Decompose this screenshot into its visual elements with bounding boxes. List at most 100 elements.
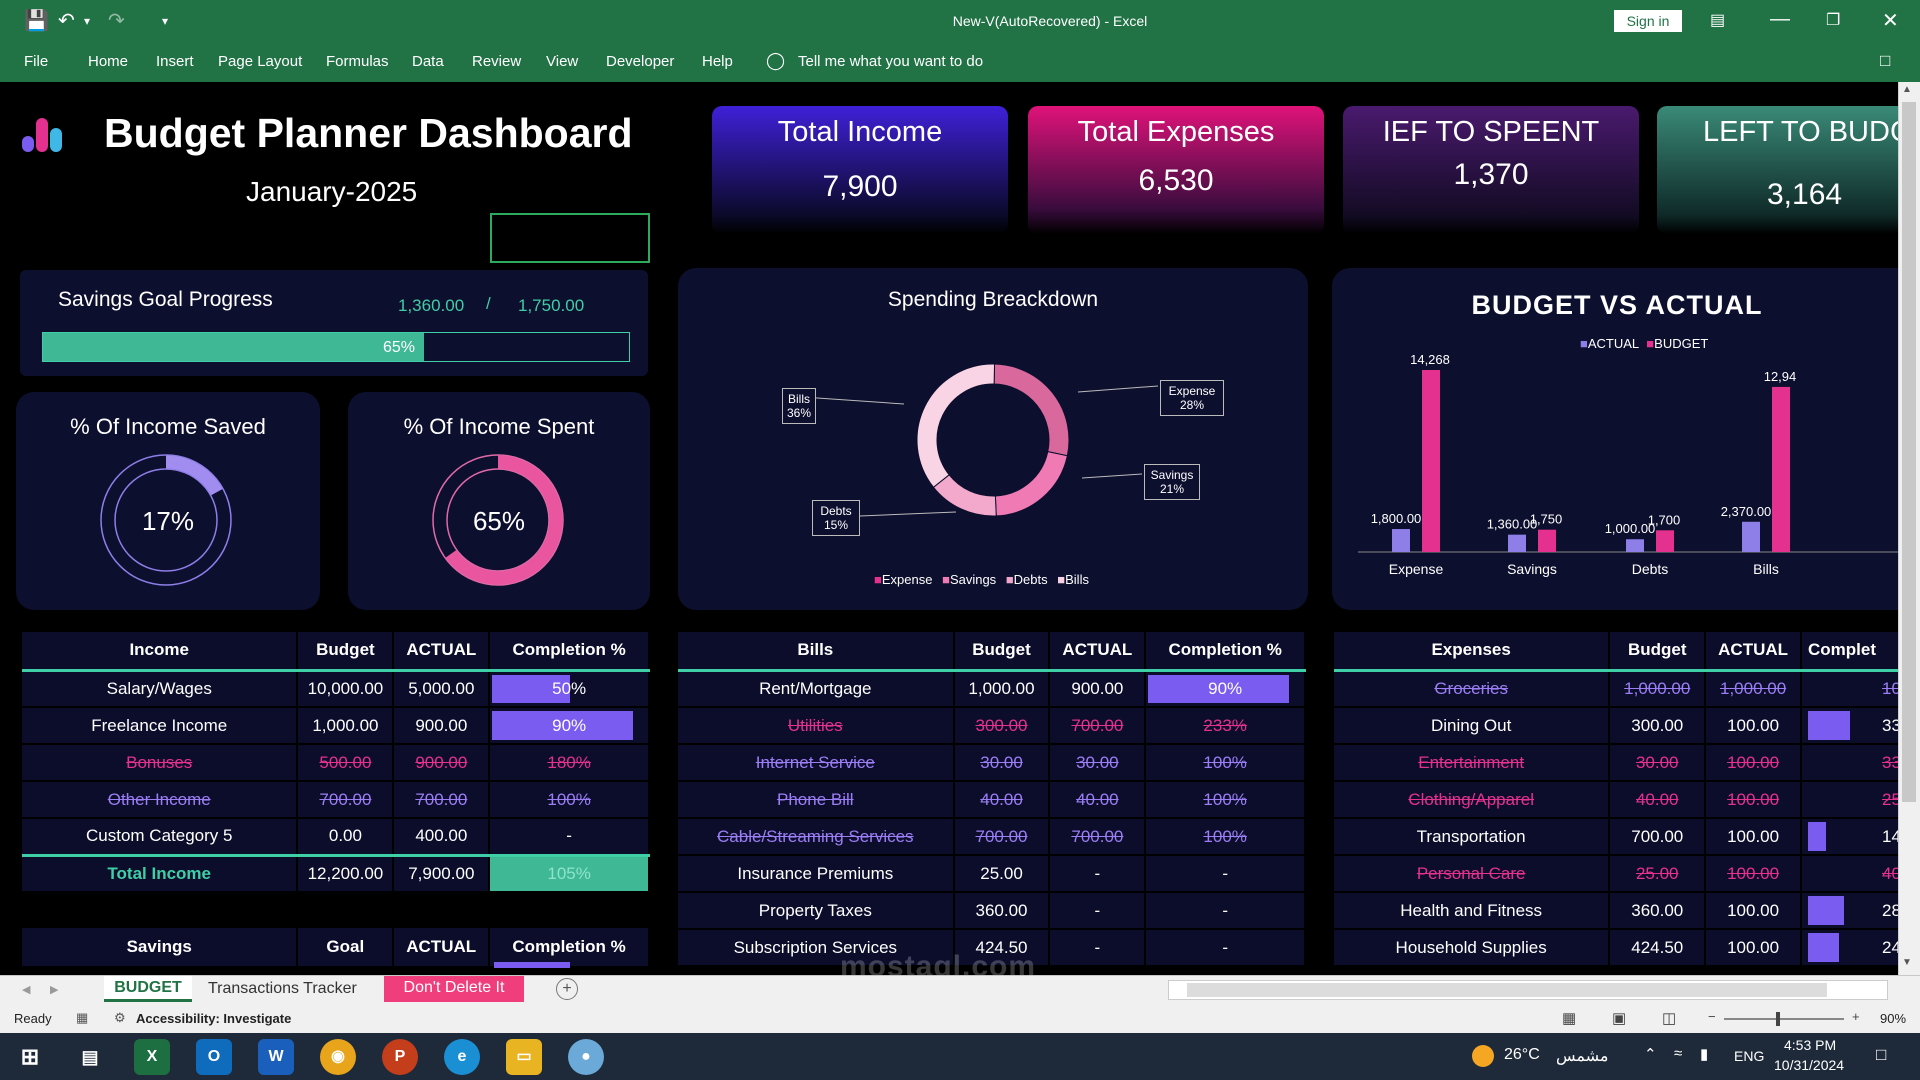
table-cell-actual[interactable]: 100.00	[1705, 781, 1803, 819]
table-cell-completion[interactable]: 50%	[489, 670, 650, 708]
table-cell-actual[interactable]: 5,000.00	[393, 670, 491, 708]
table-cell-completion[interactable]: 250%	[1801, 781, 1898, 819]
tab-formulas[interactable]: Formulas	[326, 53, 389, 70]
next-sheet-icon[interactable]: ▶	[50, 984, 59, 996]
tab-data[interactable]: Data	[412, 53, 444, 70]
task-view-icon[interactable]: ▤	[81, 1047, 99, 1067]
language-indicator[interactable]: ENG	[1734, 1048, 1765, 1064]
table-cell-completion[interactable]: -	[1145, 892, 1306, 930]
total-cell-pct[interactable]: 105%	[489, 853, 650, 893]
table-cell-actual[interactable]: 30.00	[1049, 744, 1147, 782]
table-cell-budget[interactable]: 1,000.00	[1609, 670, 1707, 708]
save-icon[interactable]: 💾	[24, 10, 49, 32]
excel-app-icon[interactable]: X	[134, 1039, 170, 1075]
table-cell-actual[interactable]: 100.00	[1705, 818, 1803, 856]
table-cell-completion[interactable]: 100	[1801, 670, 1898, 708]
table-cell-completion[interactable]: -	[1145, 855, 1306, 893]
table-cell-name[interactable]: Salary/Wages	[22, 670, 299, 708]
table-cell-budget[interactable]: 0.00	[297, 818, 395, 856]
clock-time[interactable]: 4:53 PM	[1784, 1037, 1837, 1053]
table-cell-completion[interactable]: 100%	[1145, 818, 1306, 856]
table-cell-completion[interactable]: -	[489, 818, 650, 856]
table-cell-budget[interactable]: 25.00	[1609, 855, 1707, 893]
table-cell-completion[interactable]: 28%	[1801, 892, 1898, 930]
table-cell-name[interactable]: Freelance Income	[22, 707, 299, 745]
tab-developer[interactable]: Developer	[606, 53, 675, 70]
table-cell-name[interactable]: Household Supplies	[1334, 929, 1611, 967]
table-cell-completion[interactable]: 333%	[1801, 744, 1898, 782]
table-cell-actual[interactable]: 900.00	[1049, 670, 1147, 708]
table-cell-name[interactable]: Transportation	[1334, 818, 1611, 856]
table-cell-completion[interactable]: 233%	[1145, 707, 1306, 745]
edge-app-icon[interactable]: e	[444, 1039, 480, 1075]
clock-date[interactable]: 10/31/2024	[1774, 1057, 1845, 1073]
macro-record-icon[interactable]: ▦	[76, 1010, 89, 1025]
table-cell-completion[interactable]: 180%	[489, 744, 650, 782]
table-cell-name[interactable]: Rent/Mortgage	[678, 670, 955, 708]
table-cell-completion[interactable]: 100%	[1145, 781, 1306, 819]
sheet-tab-budget[interactable]: BUDGET	[104, 976, 192, 1002]
table-cell-actual[interactable]: 700.00	[1049, 707, 1147, 745]
sheet-tab-transactions[interactable]: Transactions Tracker	[208, 980, 357, 997]
table-cell-budget[interactable]: 10,000.00	[297, 670, 395, 708]
tell-me-search[interactable]: Tell me what you want to do	[798, 53, 984, 70]
table-cell-name[interactable]: Subscription Services	[678, 929, 955, 967]
word-app-icon[interactable]: W	[258, 1039, 294, 1075]
zoom-slider-thumb[interactable]	[1776, 1012, 1780, 1026]
table-cell-actual[interactable]: 40.00	[1049, 781, 1147, 819]
tab-review[interactable]: Review	[472, 53, 522, 70]
table-cell-actual[interactable]: 700.00	[1049, 818, 1147, 856]
accessibility-icon[interactable]: ⚙	[114, 1010, 126, 1025]
weather-condition[interactable]: مشمس	[1556, 1048, 1609, 1065]
zoom-out-icon[interactable]: −	[1708, 1009, 1716, 1024]
table-cell-name[interactable]: Dining Out	[1334, 707, 1611, 745]
table-cell-actual[interactable]: -	[1049, 855, 1147, 893]
page-break-view-icon[interactable]: ◫	[1662, 1010, 1677, 1027]
total-cell-actual[interactable]: 7,900.00	[393, 853, 491, 893]
table-cell-actual[interactable]: 400.00	[393, 818, 491, 856]
tab-view[interactable]: View	[546, 53, 579, 70]
table-cell-name[interactable]: Cable/Streaming Services	[678, 818, 955, 856]
table-cell-name[interactable]: Bonuses	[22, 744, 299, 782]
table-cell-budget[interactable]: 700.00	[297, 781, 395, 819]
powerpoint-app-icon[interactable]: P	[382, 1039, 418, 1075]
table-cell-completion[interactable]: 100%	[1145, 744, 1306, 782]
table-cell-actual[interactable]: 100.00	[1705, 855, 1803, 893]
table-cell-budget[interactable]: 300.00	[1609, 707, 1707, 745]
customize-toolbar-icon[interactable]: ▾	[162, 14, 169, 28]
battery-icon[interactable]: ▮	[1700, 1046, 1709, 1063]
add-sheet-icon[interactable]: +	[556, 978, 578, 1000]
ribbon-display-icon[interactable]: ▤	[1710, 12, 1726, 29]
horizontal-scrollbar[interactable]	[1168, 980, 1888, 1000]
selected-cell[interactable]	[490, 213, 650, 263]
table-cell-completion[interactable]: 400%	[1801, 855, 1898, 893]
table-cell-budget[interactable]: 300.00	[953, 707, 1051, 745]
table-cell-completion[interactable]: 33%	[1801, 707, 1898, 745]
restore-icon[interactable]: ❐	[1826, 12, 1841, 29]
table-cell-name[interactable]: Custom Category 5	[22, 818, 299, 856]
zoom-in-icon[interactable]: +	[1852, 1009, 1860, 1024]
table-cell-budget[interactable]: 424.50	[953, 929, 1051, 967]
weather-temp[interactable]: 26°C	[1504, 1046, 1540, 1063]
table-cell-actual[interactable]: -	[1049, 892, 1147, 930]
table-cell-actual[interactable]: 700.00	[393, 781, 491, 819]
wifi-icon[interactable]: ≈	[1674, 1045, 1683, 1062]
table-cell-actual[interactable]: 1,000.00	[1705, 670, 1803, 708]
scroll-up-icon[interactable]: ▲	[1902, 84, 1912, 95]
table-cell-name[interactable]: Other Income	[22, 781, 299, 819]
table-cell-completion[interactable]: 90%	[1145, 670, 1306, 708]
scroll-down-icon[interactable]: ▼	[1902, 957, 1912, 968]
table-cell-name[interactable]: Health and Fitness	[1334, 892, 1611, 930]
table-cell-budget[interactable]: 360.00	[1609, 892, 1707, 930]
total-cell-budget[interactable]: 12,200.00	[297, 853, 395, 893]
minimize-icon[interactable]: —	[1770, 8, 1790, 30]
table-cell-actual[interactable]: 900.00	[393, 744, 491, 782]
paint-app-icon[interactable]: ●	[568, 1039, 604, 1075]
sign-in-button[interactable]: Sign in	[1614, 10, 1682, 32]
table-cell-name[interactable]: Personal Care	[1334, 855, 1611, 893]
outlook-app-icon[interactable]: O	[196, 1039, 232, 1075]
table-cell-actual[interactable]: 100.00	[1705, 707, 1803, 745]
table-cell-budget[interactable]: 1,000.00	[297, 707, 395, 745]
tab-file[interactable]: File	[24, 53, 49, 70]
table-cell-completion[interactable]: 14%	[1801, 818, 1898, 856]
